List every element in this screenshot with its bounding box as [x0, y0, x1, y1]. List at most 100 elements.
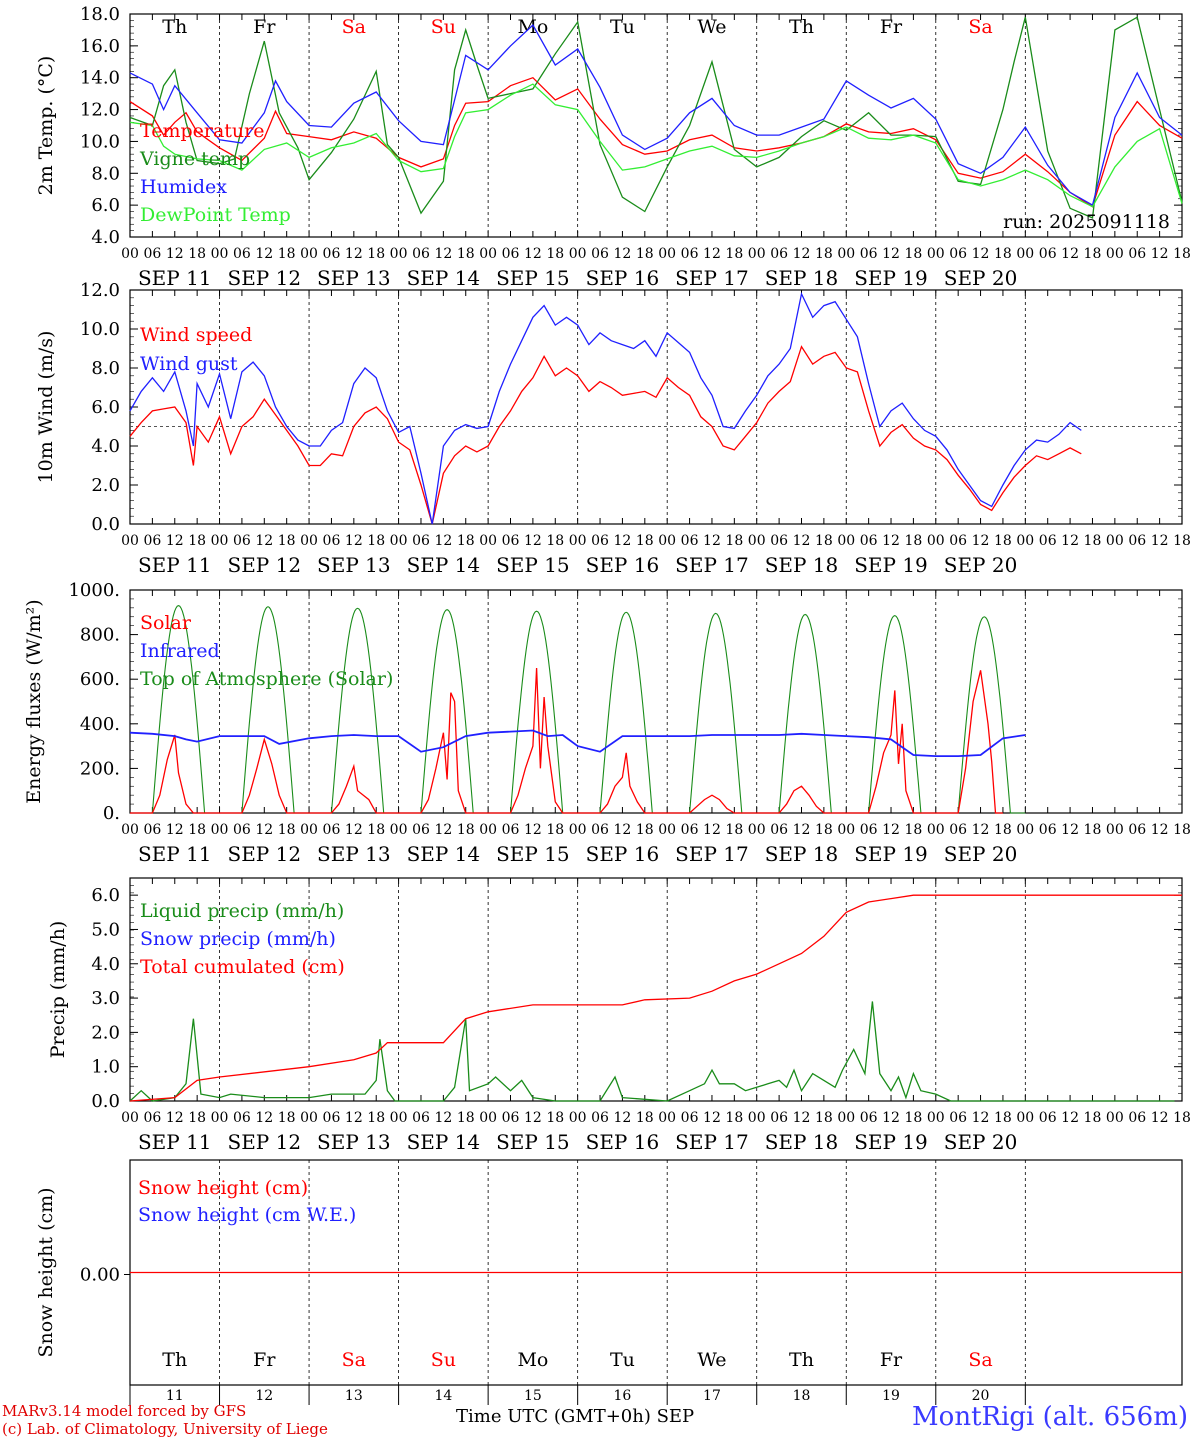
weekday-label: Sa	[968, 16, 992, 38]
day-label: SEP 15	[496, 1130, 570, 1154]
y-tick-label: 600.	[80, 669, 120, 690]
hour-tick-label: 18	[636, 822, 654, 838]
hour-tick-label: 00	[390, 246, 408, 262]
hour-tick-label: 18	[188, 533, 206, 549]
hour-tick-label: 00	[390, 822, 408, 838]
weekday-label: Th	[162, 1349, 187, 1371]
legend-entry: Vigne temp	[139, 148, 250, 170]
day-label: SEP 20	[944, 266, 1018, 290]
hour-tick-label: 00	[927, 822, 945, 838]
hour-tick-label: 06	[591, 533, 609, 549]
hour-tick-label: 18	[904, 533, 922, 549]
hour-tick-label: 18	[636, 246, 654, 262]
hour-tick-label: 12	[524, 533, 542, 549]
y-tick-label: 3.0	[91, 988, 120, 1009]
y-axis-label: Energy fluxes (W/m²)	[23, 599, 45, 803]
series-line-wind-speed	[129, 345, 1082, 525]
hour-tick-label: 00	[927, 533, 945, 549]
legend-entry: Liquid precip (mm/h)	[140, 900, 344, 922]
day-label: SEP 12	[228, 842, 302, 866]
day-label: SEP 11	[138, 1130, 212, 1154]
series-line-temperature	[129, 76, 1183, 208]
day-label: SEP 20	[944, 1130, 1018, 1154]
weekday-label: Sa	[968, 1349, 992, 1371]
hour-tick-label: 00	[390, 1110, 408, 1126]
day-label: SEP 14	[407, 266, 481, 290]
day-label: SEP 16	[586, 842, 660, 866]
y-tick-label: 10.0	[80, 131, 120, 152]
legend-entry: Temperature	[140, 120, 264, 142]
hour-tick-label: 18	[994, 1110, 1012, 1126]
hour-tick-label: 06	[681, 822, 699, 838]
hour-tick-label: 00	[121, 533, 139, 549]
legend-entry: Humidex	[140, 176, 227, 198]
hour-tick-label: 12	[703, 246, 721, 262]
day-label: SEP 18	[765, 842, 839, 866]
hour-tick-label: 18	[636, 533, 654, 549]
hour-tick-label: 00	[300, 533, 318, 549]
day-label: SEP 13	[317, 266, 391, 290]
hour-tick-label: 18	[815, 822, 833, 838]
day-label: SEP 17	[675, 266, 749, 290]
hour-tick-label: 00	[211, 1110, 229, 1126]
hour-tick-label: 00	[211, 246, 229, 262]
hour-tick-label: 12	[345, 533, 363, 549]
day-label: SEP 12	[228, 1130, 302, 1154]
hour-tick-label: 12	[434, 533, 452, 549]
hour-tick-label: 06	[143, 533, 161, 549]
day-label: SEP 19	[854, 266, 928, 290]
hour-tick-label: 06	[412, 533, 430, 549]
hour-tick-label: 00	[211, 822, 229, 838]
hour-tick-label: 12	[1151, 533, 1169, 549]
hour-tick-label: 12	[1061, 533, 1079, 549]
hour-tick-label: 18	[1084, 533, 1102, 549]
day-label: SEP 18	[765, 266, 839, 290]
weekday-label: Th	[789, 16, 814, 38]
day-number-label: 16	[614, 1388, 632, 1404]
day-label: SEP 12	[228, 553, 302, 577]
weekday-label: Su	[431, 1349, 456, 1371]
hour-tick-label: 00	[1106, 246, 1124, 262]
hour-tick-label: 18	[815, 1110, 833, 1126]
hour-tick-label: 12	[1061, 246, 1079, 262]
hour-tick-label: 06	[591, 1110, 609, 1126]
y-tick-label: 4.0	[91, 227, 120, 248]
hour-tick-label: 00	[658, 822, 676, 838]
hour-tick-label: 00	[569, 246, 587, 262]
hour-tick-label: 00	[837, 822, 855, 838]
hour-tick-label: 06	[323, 822, 341, 838]
day-label: SEP 11	[138, 553, 212, 577]
hour-tick-label: 12	[166, 246, 184, 262]
hour-tick-label: 06	[1128, 533, 1146, 549]
hour-tick-label: 00	[658, 533, 676, 549]
y-tick-label: 12.0	[80, 100, 120, 121]
panel-frame	[129, 13, 1183, 238]
series-line-solar	[130, 667, 1003, 814]
hour-tick-label: 18	[278, 246, 296, 262]
hour-tick-label: 12	[614, 246, 632, 262]
hour-tick-label: 06	[233, 822, 251, 838]
hour-tick-label: 18	[636, 1110, 654, 1126]
legend-entry: Solar	[140, 612, 192, 634]
hour-tick-label: 00	[1016, 822, 1034, 838]
day-number-label: 11	[166, 1388, 184, 1404]
y-tick-label: 2.0	[91, 475, 120, 496]
x-axis-title: Time UTC (GMT+0h) SEP	[456, 1406, 695, 1427]
series-line-top-of-atmosphere	[130, 604, 1026, 814]
y-tick-label: 18.0	[80, 4, 120, 25]
hour-tick-label: 18	[994, 246, 1012, 262]
hour-tick-label: 00	[927, 246, 945, 262]
hour-tick-label: 12	[882, 1110, 900, 1126]
legend-entry: Wind gust	[140, 353, 238, 375]
hour-tick-label: 18	[1084, 246, 1102, 262]
day-label: SEP 17	[675, 553, 749, 577]
legend-entry: Top of Atmosphere (Solar)	[140, 668, 393, 690]
hour-tick-label: 12	[703, 822, 721, 838]
day-number-label: 18	[793, 1388, 811, 1404]
hour-tick-label: 12	[166, 822, 184, 838]
legend-entry: Wind speed	[140, 324, 252, 346]
hour-tick-label: 18	[1084, 822, 1102, 838]
hour-tick-label: 00	[1106, 822, 1124, 838]
hour-tick-label: 06	[143, 246, 161, 262]
run-label: run: 2025091118	[1003, 211, 1170, 233]
